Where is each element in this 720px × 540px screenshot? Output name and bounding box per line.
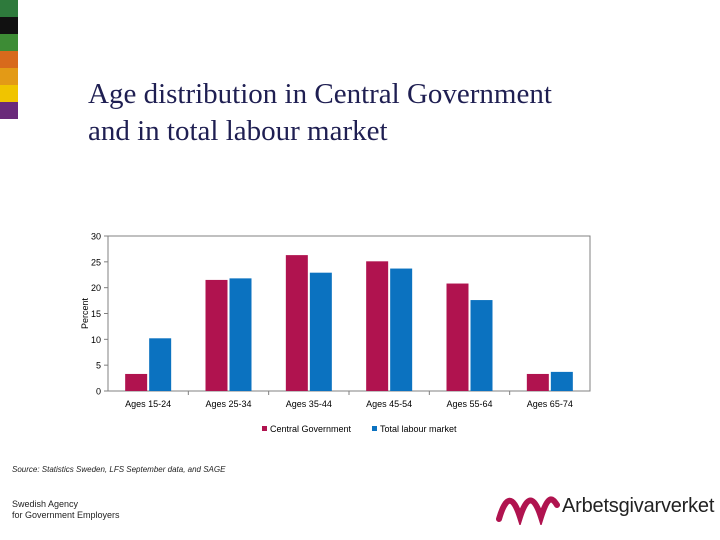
y-tick-label: 0	[96, 387, 101, 397]
bar-total-labour-market	[390, 268, 413, 391]
color-stripe	[0, 68, 18, 85]
bar-central-government	[285, 255, 308, 391]
color-stripe	[0, 85, 18, 102]
decorative-color-stripes	[0, 0, 18, 119]
legend-swatch	[262, 426, 267, 431]
bar-total-labour-market	[470, 300, 493, 391]
page-title: Age distribution in Central Government a…	[88, 76, 648, 150]
logo-text: Arbetsgivarverket	[562, 495, 715, 517]
bar-central-government	[205, 279, 228, 391]
x-tick-label: Ages 65-74	[527, 399, 573, 409]
agency-name: Swedish Agency for Government Employers	[12, 499, 120, 521]
x-tick-label: Ages 25-34	[205, 399, 251, 409]
bar-central-government	[446, 283, 469, 391]
title-line-1: Age distribution in Central Government	[88, 78, 552, 110]
source-note: Source: Statistics Sweden, LFS September…	[12, 465, 226, 474]
title-line-2: and in total labour market	[88, 115, 388, 147]
x-tick-label: Ages 55-64	[446, 399, 492, 409]
x-tick-label: Ages 35-44	[286, 399, 332, 409]
logo-mark-icon	[496, 496, 560, 525]
color-stripe	[0, 34, 18, 51]
bar-central-government	[125, 373, 148, 391]
bar-total-labour-market	[229, 278, 252, 391]
y-tick-label: 15	[91, 309, 101, 319]
color-stripe	[0, 51, 18, 68]
bar-central-government	[366, 261, 389, 391]
legend-swatch	[372, 426, 377, 431]
y-tick-label: 30	[91, 232, 101, 242]
plot-area	[107, 235, 591, 392]
y-tick-label: 25	[91, 257, 101, 267]
bar-chart: 0 5 10 15 20 25 30 Percent Ages 15-24 Ages 25-34 A…	[80, 232, 591, 434]
bar-total-labour-market	[149, 338, 172, 391]
y-tick-label: 10	[91, 335, 101, 345]
legend-label: Central Government	[270, 424, 352, 434]
bar-central-government	[526, 373, 549, 391]
color-stripe	[0, 17, 18, 34]
color-stripe	[0, 0, 18, 17]
legend-label: Total labour market	[380, 424, 457, 434]
color-stripe	[0, 102, 18, 119]
bar-total-labour-market	[550, 371, 573, 391]
y-tick-label: 5	[96, 361, 101, 371]
x-tick-label: Ages 45-54	[366, 399, 412, 409]
arbetsgivarverket-logo: Arbetsgivarverket	[496, 489, 714, 529]
agency-line-1: Swedish Agency	[12, 499, 79, 509]
bar-total-labour-market	[309, 272, 332, 391]
y-tick-label: 20	[91, 283, 101, 293]
agency-line-2: for Government Employers	[12, 510, 120, 520]
y-axis-label: Percent	[80, 297, 90, 329]
x-tick-label: Ages 15-24	[125, 399, 171, 409]
